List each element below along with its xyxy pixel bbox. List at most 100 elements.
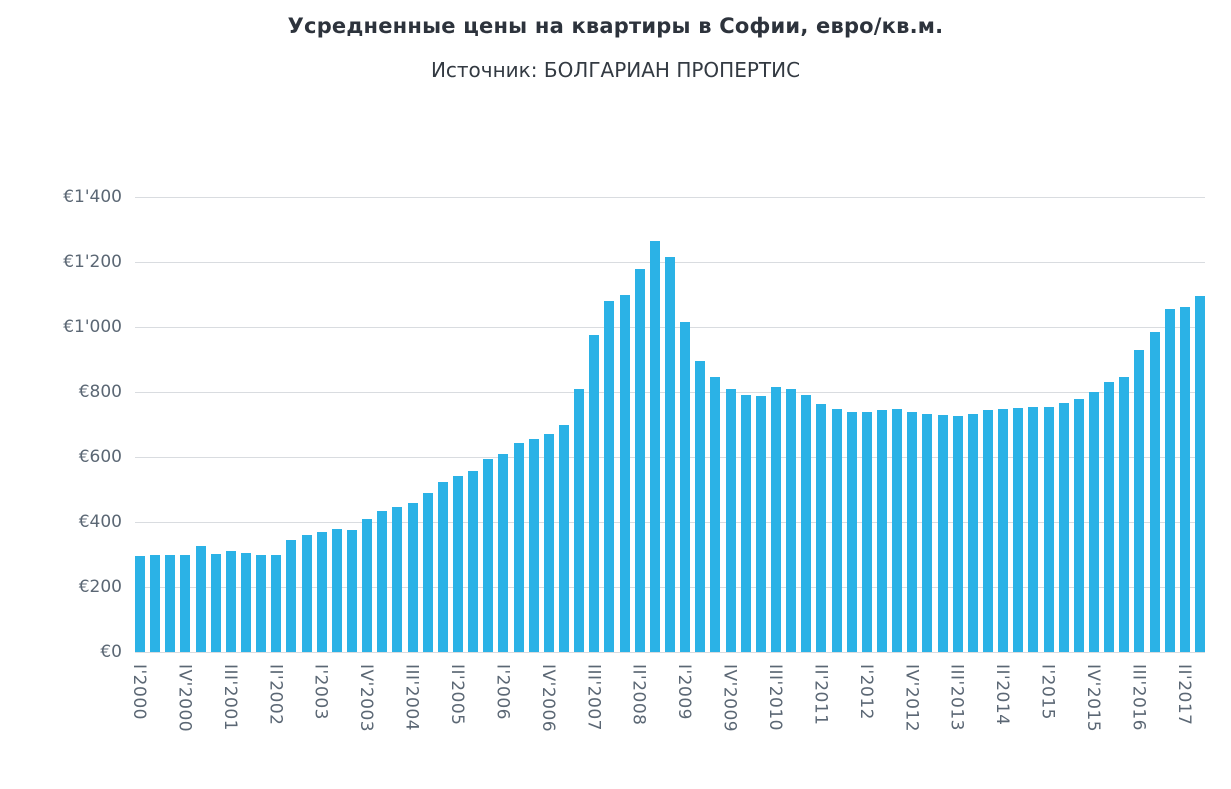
- x-axis-tick-label: III'2013: [946, 664, 967, 731]
- bar-IV'2015: [1089, 392, 1099, 652]
- bar-III'2014: [1013, 408, 1024, 652]
- bar-III'2011: [831, 408, 842, 652]
- bar-IV'2010: [786, 389, 797, 652]
- bar-IV'2004: [422, 492, 433, 652]
- y-axis-tick-label: €400: [78, 512, 122, 532]
- y-axis-tick-label: €0: [100, 642, 122, 662]
- bar-IV'2009: [725, 388, 736, 652]
- y-axis-tick-label: €200: [78, 577, 122, 597]
- bar-II'2006: [513, 443, 524, 652]
- bar-I'2015: [1043, 406, 1054, 652]
- bar-IV'2011: [846, 411, 857, 652]
- x-axis-tick-label: I'2009: [674, 664, 695, 720]
- bar-III'2012: [892, 409, 903, 652]
- bar-II'2010: [755, 395, 766, 652]
- bar-I'2010: [740, 395, 751, 652]
- bar-II'2015: [1058, 403, 1069, 652]
- bar-IV'2002: [301, 535, 312, 652]
- bar-I'2004: [377, 510, 388, 652]
- bar-I'2003: [316, 531, 327, 652]
- bar-I'2016: [1104, 382, 1115, 652]
- bar-I'2000: [135, 556, 145, 652]
- x-axis-tick-label: IV'2009: [719, 664, 740, 733]
- bar-IV'2013: [967, 413, 978, 652]
- bar-IV'2007: [604, 301, 615, 652]
- y-axis-tick-label: €800: [78, 382, 122, 402]
- bar-II'2002: [271, 554, 282, 652]
- bar-II'2017: [1179, 306, 1190, 652]
- x-axis-tick-label: II'2005: [447, 664, 467, 726]
- bar-I'2014: [983, 409, 993, 652]
- x-axis-tick-label: II'2017: [1173, 664, 1194, 726]
- x-axis-tick-label: IV'2012: [901, 664, 922, 733]
- bar-III'2002: [286, 539, 297, 652]
- bar-IV'2014: [1028, 406, 1039, 652]
- x-axis-tick-label: III'2001: [219, 664, 240, 731]
- x-axis-tick-label: III'2016: [1128, 664, 1149, 731]
- y-axis-tick-label: €600: [78, 447, 122, 467]
- bar-IV'2012: [907, 412, 918, 652]
- chart-title: Усредненные цены на квартиры в Софии, ев…: [287, 14, 944, 38]
- bar-I'2008: [619, 294, 630, 652]
- bar-II'2005: [453, 475, 463, 652]
- x-axis-tick-label: III'2010: [765, 664, 785, 731]
- bar-I'2017: [1164, 309, 1175, 652]
- x-axis-tick-label: IV'2015: [1083, 664, 1103, 733]
- x-axis-tick-label: II'2002: [265, 664, 286, 726]
- x-axis-tick-label: III'2004: [401, 664, 422, 731]
- x-axis-tick-label: I'2000: [129, 664, 149, 720]
- x-axis-tick-label: II'2014: [992, 664, 1013, 726]
- x-axis-tick-label: II'2011: [810, 664, 831, 726]
- bar-III'2013: [952, 415, 963, 652]
- bar-II'2009: [695, 361, 706, 652]
- y-axis-tick-label: €1'200: [63, 252, 122, 272]
- bar-III'2001: [225, 551, 236, 652]
- x-axis-tick-label: IV'2000: [174, 664, 195, 733]
- bar-II'2016: [1119, 377, 1130, 652]
- x-axis-tick-label: III'2007: [583, 664, 604, 731]
- x-axis-tick-label: I'2015: [1037, 664, 1058, 720]
- bar-IV'2000: [180, 554, 191, 652]
- bar-II'2007: [574, 388, 585, 652]
- bar-I'2007: [559, 424, 569, 652]
- bar-II'2011: [816, 404, 827, 652]
- bar-III'2006: [528, 439, 539, 652]
- bar-II'2008: [634, 268, 645, 652]
- bar-II'2004: [392, 506, 403, 652]
- x-axis-tick-label: IV'2006: [537, 664, 558, 733]
- bar-I'2005: [437, 482, 448, 652]
- bar-II'2000: [150, 554, 161, 652]
- bar-III'2005: [468, 470, 479, 652]
- x-axis-tick-label: I'2012: [855, 664, 876, 720]
- bar-IV'2016: [1149, 331, 1160, 652]
- plot-area: [135, 196, 1205, 653]
- x-axis-tick-label: I'2003: [310, 664, 331, 720]
- x-axis-tick-label: I'2006: [492, 664, 513, 720]
- bar-IV'2001: [241, 552, 251, 652]
- chart-subtitle: Источник: БОЛГАРИАН ПРОПЕРТИС: [430, 58, 801, 82]
- bar-I'2012: [861, 411, 872, 652]
- bar-II'2014: [998, 408, 1009, 652]
- y-axis-tick-label: €1'400: [63, 187, 122, 207]
- bar-I'2009: [680, 322, 691, 652]
- gridline: [135, 196, 1205, 198]
- bar-III'2000: [165, 555, 176, 652]
- bar-I'2001: [195, 546, 206, 652]
- x-axis-tick-label: II'2008: [628, 664, 649, 726]
- gridline: [135, 651, 1205, 653]
- bar-IV'2003: [362, 518, 373, 652]
- x-axis-labels: I'2000 IV'2000 III'2001 II'2002 I'2003 IV'200…: [129, 652, 1205, 777]
- bar-I'2002: [256, 555, 267, 652]
- bar-III'2004: [407, 502, 418, 652]
- bar-III'2015: [1073, 399, 1084, 652]
- bar-I'2011: [801, 395, 812, 652]
- bar-III'2017: [1195, 296, 1205, 652]
- bar-III'2007: [589, 335, 600, 652]
- bar-I'2013: [922, 413, 933, 652]
- bar-III'2016: [1134, 349, 1145, 652]
- bar-II'2013: [937, 414, 948, 652]
- bar-I'2006: [498, 453, 509, 652]
- bar-II'2012: [877, 409, 887, 652]
- bar-III'2010: [771, 387, 781, 652]
